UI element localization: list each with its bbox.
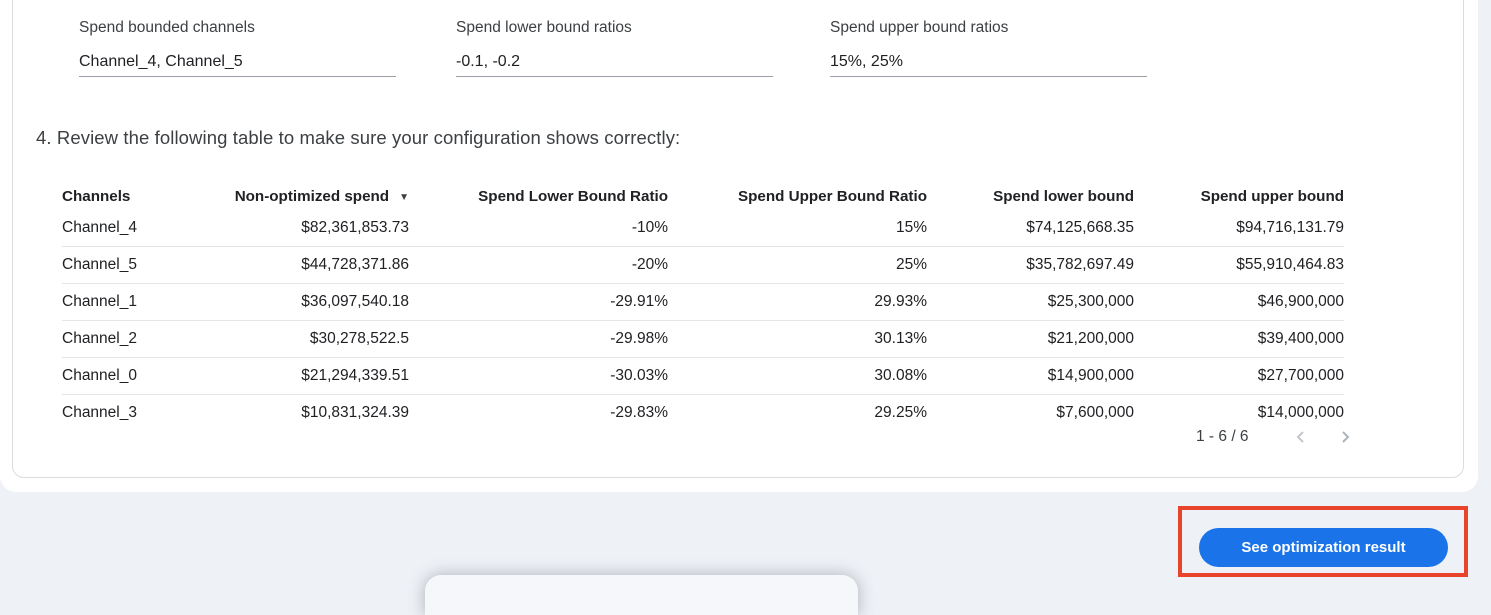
table-cell: $30,278,522.5 bbox=[207, 320, 409, 358]
table-row: Channel_2 $30,278,522.5 -29.98% 30.13% $21,2… bbox=[62, 320, 1344, 358]
config-table: Channels Non-optimized spend ▼ Spend Lower … bbox=[62, 182, 1344, 431]
spend-lower-bound-ratios-input[interactable]: -0.1, -0.2 bbox=[456, 51, 773, 77]
chevron-left-icon[interactable] bbox=[1285, 424, 1317, 450]
table-cell: Channel_3 bbox=[62, 394, 207, 431]
table-cell: Channel_4 bbox=[62, 219, 137, 236]
table-cell: $46,900,000 bbox=[1134, 283, 1344, 321]
table-cell: -30.03% bbox=[409, 357, 668, 395]
sort-desc-icon[interactable]: ▼ bbox=[399, 191, 409, 203]
spend-upper-bound-ratios-input[interactable]: 15%, 25% bbox=[830, 51, 1147, 77]
table-cell: -20% bbox=[409, 246, 668, 284]
field-label: Spend upper bound ratios bbox=[830, 19, 1009, 36]
field-label: Spend lower bound ratios bbox=[456, 19, 632, 36]
table-cell: 29.93% bbox=[668, 283, 927, 321]
table-row: Channel_3 $10,831,324.39 -29.83% 29.25% $7,6… bbox=[62, 394, 1344, 431]
spend-bounded-channels-input[interactable]: Channel_4, Channel_5 bbox=[79, 51, 396, 77]
table-cell: Channel_1 bbox=[62, 283, 207, 321]
table-cell: -29.83% bbox=[409, 394, 668, 431]
column-header[interactable]: Non-optimized spend ▼ bbox=[234, 187, 409, 205]
config-table-header: Channels Non-optimized spend ▼ Spend Lower … bbox=[62, 182, 1344, 210]
table-pagination: 1 - 6 / 6 bbox=[1196, 424, 1367, 450]
table-row: Channel_1 $36,097,540.18 -29.91% 29.93% $25,… bbox=[62, 283, 1344, 321]
table-cell: $36,097,540.18 bbox=[207, 283, 409, 321]
column-header[interactable]: Spend Upper Bound Ratio bbox=[738, 187, 927, 205]
table-cell: $35,782,697.49 bbox=[927, 246, 1134, 284]
table-cell: $74,125,668.35 bbox=[1026, 219, 1134, 236]
chevron-right-icon[interactable] bbox=[1329, 424, 1361, 450]
pagination-range: 1 - 6 / 6 bbox=[1196, 428, 1249, 445]
config-table-body: Channel_4 $82,361,853.73 -10% 15% $74,125,66… bbox=[62, 210, 1344, 431]
table-row: Channel_4 $82,361,853.73 -10% 15% $74,125,66… bbox=[62, 210, 1344, 247]
column-header[interactable]: Channels bbox=[62, 187, 131, 205]
bottom-toolbar-peek bbox=[425, 575, 858, 615]
table-cell: $39,400,000 bbox=[1134, 320, 1344, 358]
table-cell: $94,716,131.79 bbox=[1236, 219, 1344, 236]
table-row: Channel_0 $21,294,339.51 -30.03% 30.08% $14,… bbox=[62, 357, 1344, 395]
column-header[interactable]: Spend Lower Bound Ratio bbox=[478, 187, 668, 205]
review-instruction: 4. Review the following table to make su… bbox=[36, 127, 681, 148]
field-spend-lower-bound-ratios: Spend lower bound ratios -0.1, -0.2 bbox=[456, 19, 773, 77]
table-cell: Channel_5 bbox=[62, 246, 207, 284]
table-cell: $27,700,000 bbox=[1134, 357, 1344, 395]
see-optimization-result-button[interactable]: See optimization result bbox=[1199, 528, 1448, 567]
table-cell: -29.91% bbox=[409, 283, 668, 321]
table-cell: $14,000,000 bbox=[1134, 394, 1344, 431]
column-header[interactable]: Spend upper bound bbox=[1200, 187, 1344, 205]
table-cell: $44,728,371.86 bbox=[207, 246, 409, 284]
field-spend-upper-bound-ratios: Spend upper bound ratios 15%, 25% bbox=[830, 19, 1147, 77]
table-row: Channel_5 $44,728,371.86 -20% 25% $35,782,69… bbox=[62, 246, 1344, 284]
table-cell: $14,900,000 bbox=[927, 357, 1134, 395]
table-cell: $25,300,000 bbox=[927, 283, 1134, 321]
table-cell: 15% bbox=[895, 219, 927, 236]
table-cell: 29.25% bbox=[668, 394, 927, 431]
column-header[interactable]: Spend lower bound bbox=[993, 187, 1134, 205]
table-cell: $55,910,464.83 bbox=[1134, 246, 1344, 284]
table-cell: 25% bbox=[668, 246, 927, 284]
highlight-annotation-box bbox=[1178, 506, 1468, 577]
table-cell: -10% bbox=[631, 219, 668, 236]
field-spend-bounded-channels: Spend bounded channels Channel_4, Channe… bbox=[79, 19, 396, 77]
table-cell: Channel_2 bbox=[62, 320, 207, 358]
table-cell: -29.98% bbox=[409, 320, 668, 358]
table-cell: $7,600,000 bbox=[927, 394, 1134, 431]
table-cell: $21,200,000 bbox=[927, 320, 1134, 358]
table-cell: 30.13% bbox=[668, 320, 927, 358]
table-cell: $82,361,853.73 bbox=[301, 219, 409, 236]
field-label: Spend bounded channels bbox=[79, 19, 255, 36]
table-cell: 30.08% bbox=[668, 357, 927, 395]
table-cell: Channel_0 bbox=[62, 357, 207, 395]
table-cell: $21,294,339.51 bbox=[207, 357, 409, 395]
table-cell: $10,831,324.39 bbox=[207, 394, 409, 431]
